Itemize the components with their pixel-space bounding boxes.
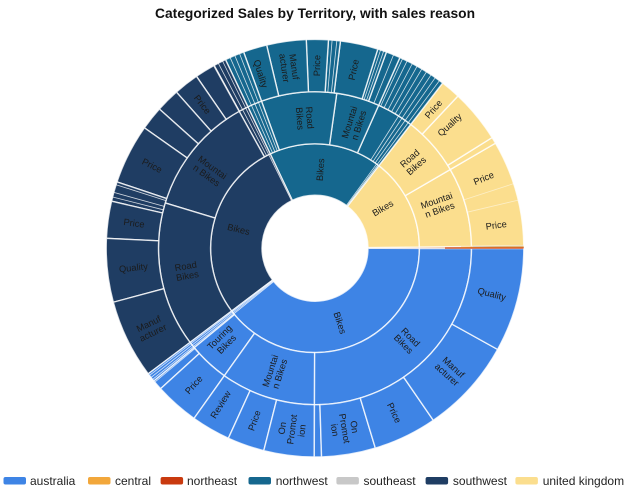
svg-text:united kingdom: united kingdom bbox=[543, 474, 624, 488]
svg-text:Promot: Promot bbox=[337, 413, 352, 445]
svg-text:ion: ion bbox=[296, 424, 307, 438]
svg-text:Bikes: Bikes bbox=[294, 107, 306, 131]
svg-text:central: central bbox=[115, 474, 151, 488]
svg-text:southeast: southeast bbox=[364, 474, 417, 488]
svg-text:On: On bbox=[277, 421, 288, 435]
svg-text:Price: Price bbox=[312, 55, 322, 76]
svg-text:Price: Price bbox=[123, 217, 145, 230]
svg-text:Categorized Sales by Territory: Categorized Sales by Territory, with sal… bbox=[155, 6, 475, 21]
svg-text:Promot: Promot bbox=[285, 414, 299, 445]
svg-text:southwest: southwest bbox=[453, 474, 508, 488]
svg-text:Bikes: Bikes bbox=[315, 158, 327, 182]
svg-text:australia: australia bbox=[30, 474, 76, 488]
svg-text:ion: ion bbox=[329, 423, 341, 437]
svg-text:acturer: acturer bbox=[277, 53, 291, 83]
svg-text:Manuf: Manuf bbox=[287, 53, 301, 80]
svg-text:Price: Price bbox=[347, 58, 361, 81]
svg-text:Road: Road bbox=[174, 259, 198, 273]
svg-text:Bikes: Bikes bbox=[175, 269, 199, 283]
svg-text:Road: Road bbox=[304, 106, 316, 129]
svg-text:Quality: Quality bbox=[118, 261, 148, 274]
svg-text:northwest: northwest bbox=[276, 474, 329, 488]
svg-text:On: On bbox=[348, 420, 360, 434]
svg-text:northeast: northeast bbox=[187, 474, 238, 488]
svg-text:Price: Price bbox=[485, 219, 507, 232]
